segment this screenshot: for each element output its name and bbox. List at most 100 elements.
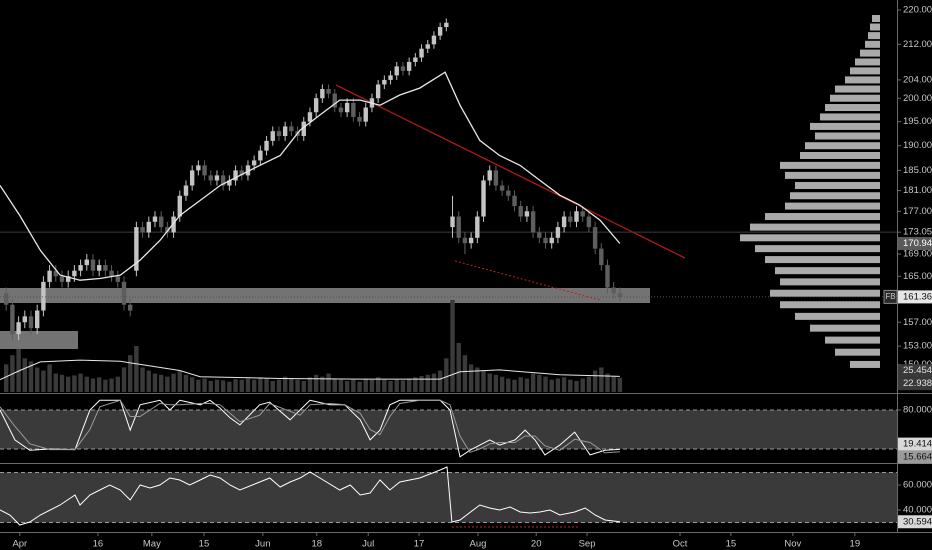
- ma-last-label-box: [898, 237, 932, 251]
- candle-body: [338, 107, 344, 113]
- volume-bar: [524, 378, 530, 392]
- last-value-label-box: [898, 437, 932, 451]
- volume-bar: [394, 379, 399, 392]
- volume-bar: [419, 376, 424, 392]
- profile-bar: [775, 267, 880, 275]
- y-tick-label: 169.00: [903, 249, 932, 260]
- volume-bar: [450, 300, 455, 392]
- volume-bar: [239, 379, 244, 392]
- candle-body: [462, 237, 468, 244]
- candle-body: [220, 175, 226, 186]
- y-tick-label: 40.0000: [903, 505, 932, 516]
- candle-body: [196, 165, 201, 171]
- candle-body: [481, 180, 486, 217]
- volume-bar: [140, 367, 145, 392]
- profile-bar: [780, 278, 880, 286]
- volume-bar: [475, 367, 480, 392]
- candle-body: [109, 270, 114, 277]
- x-tick-label: Jun: [255, 539, 270, 550]
- y-tick-label: 195.00: [903, 116, 932, 127]
- volume-bar: [103, 379, 108, 392]
- candle-body: [16, 322, 21, 335]
- candle-body: [3, 293, 9, 305]
- volume-bar: [437, 370, 443, 392]
- support-zone: [0, 288, 650, 303]
- volume-bar: [189, 377, 195, 392]
- volume-bar: [183, 374, 189, 392]
- profile-bar: [750, 223, 880, 231]
- volume-bar: [84, 376, 89, 392]
- volume-bar: [22, 358, 27, 392]
- profile-bar: [855, 58, 880, 66]
- volume-bar: [202, 378, 207, 392]
- profile-bar: [770, 289, 880, 297]
- y-tick-label: 204.00: [903, 74, 932, 85]
- candle-body: [307, 112, 313, 122]
- profile-bar: [810, 122, 880, 130]
- profile-bar: [825, 336, 880, 344]
- candle-body: [127, 304, 133, 311]
- profile-bar: [820, 113, 880, 121]
- volume-bar: [301, 380, 306, 392]
- candle-body: [375, 84, 381, 99]
- volume-bar: [555, 378, 561, 392]
- trend-line: [335, 84, 686, 259]
- volume-bar: [313, 374, 319, 392]
- volume-bar: [561, 377, 567, 392]
- volume-bar: [208, 380, 213, 392]
- candle-body: [152, 216, 158, 222]
- volume-bar: [282, 376, 288, 392]
- candle-body: [326, 89, 331, 94]
- candle-body: [165, 227, 170, 233]
- profile-bar: [780, 301, 880, 309]
- y-tick-label: 185.00: [903, 165, 932, 176]
- x-tick-label: Nov: [784, 539, 801, 550]
- divergence-line: [454, 260, 601, 301]
- candle-body: [264, 140, 269, 151]
- profile-bar: [830, 94, 880, 102]
- candle-body: [530, 211, 536, 233]
- volume-bar: [530, 373, 536, 392]
- profile-bar: [835, 348, 880, 356]
- volume-bar: [65, 376, 71, 392]
- band: [0, 410, 897, 449]
- candle-body: [78, 265, 83, 271]
- candle-body: [592, 227, 598, 249]
- candle-body: [171, 216, 176, 233]
- candle-body: [611, 287, 616, 294]
- volume-bar: [568, 379, 573, 392]
- volume-bar: [59, 374, 65, 392]
- candle-body: [22, 316, 27, 323]
- candle-body: [561, 216, 567, 228]
- x-tick-label: Apr: [12, 539, 27, 550]
- volume-bar: [611, 376, 616, 392]
- profile-bar: [765, 213, 880, 221]
- profile-bar: [868, 32, 880, 40]
- ma-last-label: 170.94: [903, 238, 932, 249]
- candle-body: [84, 259, 89, 266]
- volume-bar: [468, 364, 474, 392]
- last-price-label-box: [898, 290, 932, 304]
- candle-body: [388, 75, 393, 80]
- candle-body: [351, 102, 356, 117]
- candle-body: [134, 227, 139, 271]
- volume-bar: [233, 379, 238, 392]
- volume-bar: [276, 379, 282, 392]
- candle-body: [456, 216, 461, 238]
- candle-body: [65, 276, 71, 282]
- profile-bar: [845, 76, 880, 84]
- y-tick-label: 153.00: [903, 341, 932, 352]
- y-tick-label: 190.00: [903, 140, 932, 151]
- volume-bar: [425, 374, 430, 392]
- volume-label: 22.938M: [903, 378, 932, 389]
- volume-bar: [351, 379, 356, 392]
- x-tick-label: 15: [726, 539, 737, 550]
- candle-body: [425, 44, 430, 49]
- volume-bar: [388, 380, 393, 392]
- candle-body: [183, 185, 189, 196]
- volume-bar: [400, 380, 406, 392]
- volume-bar: [34, 367, 40, 392]
- candle-body: [90, 259, 96, 271]
- volume-bar: [264, 378, 269, 392]
- volume-bar: [3, 364, 9, 392]
